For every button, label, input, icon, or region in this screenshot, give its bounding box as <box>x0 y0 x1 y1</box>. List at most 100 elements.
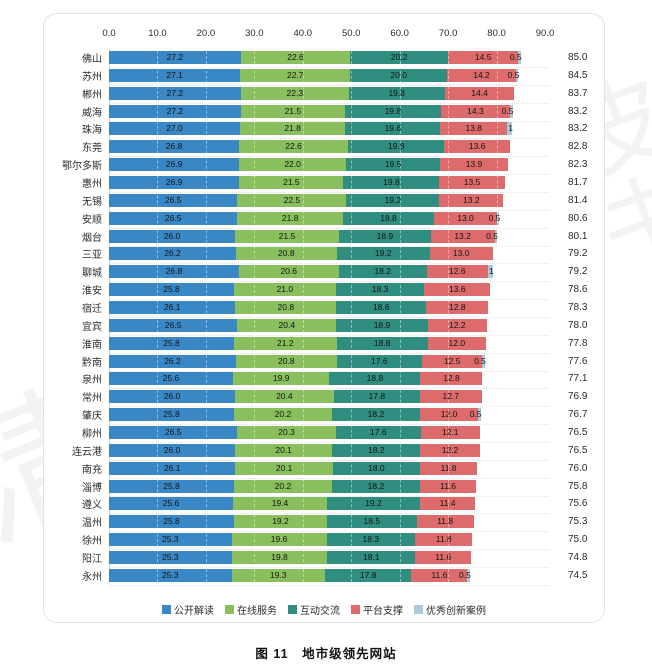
bar-segment: 1 <box>507 122 513 136</box>
segment-value-label: 19.6 <box>270 534 288 545</box>
bar-segment: 20.6 <box>238 265 339 279</box>
segment-value-label: 18.8 <box>373 337 391 348</box>
segment-value-label: 18.9 <box>376 230 394 241</box>
chart-row: 威海 27.2 21.5 19.8 14.3 0.5 83.2 <box>44 104 606 122</box>
segment-value-label: 26.9 <box>165 177 183 188</box>
row-city-label: 常州 <box>82 393 102 405</box>
segment-value-label: 26.5 <box>164 194 182 205</box>
bar-segment: 13.8 <box>440 122 508 136</box>
row-total-label: 82.3 <box>568 159 588 171</box>
stacked-bar: 26.5 22.5 19.2 13.2 <box>109 193 504 207</box>
segment-value-label: 19.9 <box>272 373 290 384</box>
segment-value-label: 19.5 <box>384 159 402 170</box>
row-total-label: 83.7 <box>568 87 588 99</box>
stacked-bar: 25.6 19.4 19.2 11.4 <box>109 497 476 511</box>
bar-segment: 20.3 <box>237 426 336 440</box>
chart-row: 黔南 26.2 20.8 17.6 12.5 0.5 77.6 <box>44 354 606 372</box>
stacked-bar: 25.6 19.9 18.8 12.8 <box>109 372 483 386</box>
segment-value-label: 18.9 <box>373 319 391 330</box>
legend-label: 平台支撑 <box>363 606 403 617</box>
segment-value-label: 19.8 <box>384 105 402 116</box>
bar-segment: 27.2 <box>109 104 241 118</box>
chart-row: 郴州 27.2 22.3 19.8 14.4 83.7 <box>44 86 606 104</box>
bar-segment: 26.2 <box>109 247 236 261</box>
row-total-label: 78.6 <box>568 284 588 296</box>
bar-segment: 25.3 <box>109 568 232 582</box>
bar-segment: 26.0 <box>109 443 235 457</box>
segment-value-label: 21.2 <box>277 337 294 348</box>
row-total-label: 76.9 <box>568 391 588 403</box>
segment-value-label: 13.6 <box>449 284 466 295</box>
chart-row: 淄博 25.8 20.2 18.2 11.6 75.8 <box>44 479 606 497</box>
bar-segment: 17.8 <box>333 390 420 404</box>
segment-value-label: 11.4 <box>439 498 456 509</box>
segment-value-label: 19.2 <box>272 516 289 527</box>
bar-segment: 18.6 <box>336 301 427 315</box>
stacked-bar: 26.5 21.8 18.8 13.0 0.5 <box>109 211 500 225</box>
segment-value-label: 17.6 <box>371 355 388 366</box>
bar-segment: 11.4 <box>419 497 476 511</box>
row-total-label: 77.6 <box>568 355 588 367</box>
row-city-label: 南充 <box>82 464 102 476</box>
row-total-label: 75.6 <box>568 498 588 510</box>
segment-value-label: 12.0 <box>440 409 458 420</box>
stacked-bar: 25.3 19.6 18.3 11.8 <box>109 533 473 547</box>
bar-segment: 11.8 <box>415 533 473 547</box>
bar-segment: 26.8 <box>109 265 239 279</box>
row-city-label: 柳州 <box>82 429 102 441</box>
bar-segment: 18.2 <box>332 443 421 457</box>
x-tick-label: 30.0 <box>245 28 264 39</box>
segment-value-label: 11.8 <box>440 462 457 473</box>
x-tick-label: 0.0 <box>102 28 116 39</box>
plot-area: 佛山 27.2 22.6 20.2 14.5 0.5 85.0 苏州 27.1 22.7 20.0 1… <box>44 49 606 586</box>
segment-value-label: 25.3 <box>162 534 179 545</box>
chart-row: 三亚 26.2 20.8 19.2 13.0 79.2 <box>44 247 606 265</box>
segment-value-label: 0.5 <box>509 52 522 62</box>
stacked-bar: 27.2 22.3 19.8 14.4 <box>109 86 515 100</box>
bar-segment: 19.5 <box>345 158 441 172</box>
segment-value-label: 0.5 <box>459 569 471 580</box>
bar-segment: 26.8 <box>109 140 239 154</box>
segment-value-label: 12.8 <box>443 373 460 384</box>
segment-value-label: 20.1 <box>275 462 293 473</box>
stacked-bar: 26.0 21.5 18.9 13.2 0.5 <box>109 229 498 243</box>
bar-segment: 18.8 <box>336 336 428 350</box>
segment-value-label: 22.5 <box>283 194 301 205</box>
segment-value-label: 20.4 <box>278 319 296 330</box>
row-total-label: 83.2 <box>568 123 588 135</box>
row-total-label: 79.2 <box>568 248 588 260</box>
chart-row: 连云港 26.0 20.1 18.2 12.2 76.5 <box>44 443 606 461</box>
row-total-label: 78.3 <box>568 302 588 314</box>
bar-segment: 19.4 <box>233 497 327 511</box>
row-total-label: 81.4 <box>568 194 588 206</box>
bar-segment: 25.8 <box>109 336 234 350</box>
bar-segment: 26.0 <box>109 229 235 243</box>
segment-value-label: 25.6 <box>162 373 180 384</box>
bar-segment: 26.5 <box>109 193 238 207</box>
bar-segment: 26.9 <box>109 176 240 190</box>
segment-value-label: 25.8 <box>163 409 180 420</box>
bar-segment: 0.5 <box>508 68 519 82</box>
bar-segment: 1 <box>487 265 494 279</box>
legend-item: 平台支撑 <box>351 602 403 617</box>
segment-value-label: 12.2 <box>441 444 459 455</box>
segment-value-label: 12.1 <box>441 427 459 438</box>
segment-value-label: 19.2 <box>365 498 382 509</box>
row-city-label: 珠海 <box>82 125 102 137</box>
bar-segment: 26.5 <box>109 211 238 225</box>
bar-segment: 18.8 <box>329 372 421 386</box>
x-tick-label: 80.0 <box>487 28 506 39</box>
legend-label: 公开解读 <box>174 606 214 617</box>
bar-segment: 20.2 <box>233 408 332 422</box>
bar-segment: 18.3 <box>326 533 416 547</box>
segment-value-label: 26.0 <box>163 230 181 241</box>
segment-value-label: 13.2 <box>454 230 471 241</box>
bar-segment: 0.5 <box>502 104 514 118</box>
segment-value-label: 26.8 <box>165 266 183 277</box>
bar-segment: 21.5 <box>234 229 340 243</box>
chart-row: 无锡 26.5 22.5 19.2 13.2 81.4 <box>44 193 606 211</box>
bar-segment: 11.6 <box>415 551 472 565</box>
bar-segment: 19.8 <box>231 551 328 565</box>
segment-value-label: 27.2 <box>166 52 184 62</box>
segment-value-label: 25.8 <box>163 480 180 491</box>
